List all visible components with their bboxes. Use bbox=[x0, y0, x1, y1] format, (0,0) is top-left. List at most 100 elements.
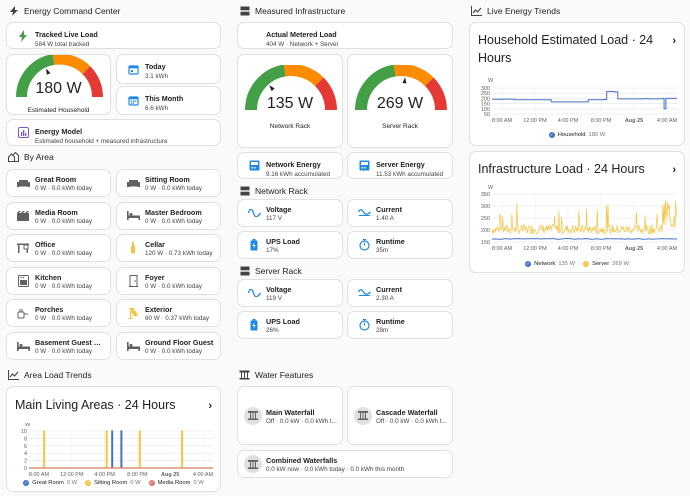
area-section-header: By Area bbox=[8, 151, 54, 162]
legend-item[interactable]: ✓ Great Room 0 W bbox=[23, 480, 77, 486]
y-tick-label: 250 bbox=[481, 216, 490, 222]
chevron-right-icon[interactable]: › bbox=[672, 35, 676, 47]
movie-icon bbox=[16, 209, 30, 223]
timer-icon bbox=[357, 318, 371, 332]
main-waterfall-tile[interactable]: Main Waterfall Off · 0.0 kW · 0.0 kWh t.… bbox=[237, 386, 343, 445]
network-ups-tile[interactable]: UPS Load 17% bbox=[237, 231, 343, 259]
chevron-right-icon[interactable]: › bbox=[672, 164, 676, 176]
legend-item[interactable]: ✓ Network 135 W bbox=[525, 261, 575, 267]
y-tick-label: 250 bbox=[481, 91, 490, 97]
area-tile-porches[interactable]: Porches 0 W · 0.0 kWh today bbox=[6, 299, 111, 328]
area-tile-basement-guest-bed[interactable]: Basement Guest Bed... 0 W · 0.0 kWh toda… bbox=[6, 332, 111, 360]
gauge-segment bbox=[283, 65, 324, 87]
x-tick-label: 8:00 PM bbox=[127, 472, 148, 478]
legend-value: 269 W bbox=[612, 261, 629, 267]
cascade-waterfall-tile[interactable]: Cascade Waterfall Off · 0.0 kW · 0.0 kWh… bbox=[347, 386, 453, 445]
x-tick-label: Aug 25 bbox=[625, 246, 643, 252]
network-rack-gauge-card[interactable]: 135 W Network Rack bbox=[237, 54, 343, 148]
y-tick-label: 10 bbox=[21, 429, 27, 435]
sofa-icon bbox=[16, 176, 30, 190]
area-tile-cellar[interactable]: Cellar 120 W · 0.73 kWh today bbox=[116, 234, 221, 263]
legend-item[interactable]: ✓ Household 180 W bbox=[548, 132, 605, 138]
area-tile-office[interactable]: Office 0 W · 0.0 kWh today bbox=[6, 234, 111, 263]
server-current-tile[interactable]: Current 2.30 A bbox=[347, 279, 453, 307]
sine-wave-icon bbox=[247, 286, 261, 300]
x-tick-label: 4:00 AM bbox=[657, 118, 678, 124]
legend-name: Household bbox=[557, 132, 586, 138]
server-energy-tile[interactable]: Server Energy 11.53 kWh accumulated bbox=[347, 152, 453, 179]
area-tile-sitting-room[interactable]: Sitting Room 0 W · 0.0 kWh today bbox=[116, 169, 221, 197]
server-ups-tile[interactable]: UPS Load 26% bbox=[237, 311, 343, 339]
measured-section-header: Measured Infrastructure bbox=[239, 5, 345, 16]
server-runtime-tile[interactable]: Runtime 28m bbox=[347, 311, 453, 339]
y-tick-label: 6 bbox=[24, 444, 27, 450]
area-tile-media-room[interactable]: Media Room 0 W · 0.0 kWh today bbox=[6, 201, 111, 230]
area-tile-master-bedroom[interactable]: Master Bedroom 0 W · 0.0 kWh today bbox=[116, 201, 221, 230]
legend-item[interactable]: ✓ Server 269 W bbox=[583, 261, 629, 267]
x-tick-label: Aug 25 bbox=[161, 472, 179, 478]
area-tile-great-room[interactable]: Great Room 0 W · 0.0 kWh today bbox=[6, 169, 111, 197]
this-month-tile[interactable]: This Month 6.6 kWh bbox=[116, 86, 221, 115]
legend-value: 135 W bbox=[558, 261, 576, 267]
area-tile-kitchen[interactable]: Kitchen 0 W · 0.0 kWh today bbox=[6, 266, 111, 295]
series-line-network bbox=[491, 237, 677, 240]
server-rack-header: Server Rack bbox=[239, 265, 302, 276]
gauge-needle bbox=[402, 77, 407, 84]
area-trends-chart: 108 64 20 W 8:00 AM 12:00 PM 4:00 PM 8:00 PM Aug… bbox=[21, 423, 214, 478]
x-tick-label: 4:00 PM bbox=[558, 246, 579, 252]
today-tile[interactable]: Today 3.1 kWh bbox=[116, 54, 221, 84]
y-tick-label: 0 bbox=[24, 466, 27, 472]
network-voltage-tile[interactable]: Voltage 117 V bbox=[237, 199, 343, 227]
y-tick-label: 100 bbox=[481, 107, 490, 113]
server-icon bbox=[239, 5, 250, 16]
server-rack-gauge bbox=[355, 65, 447, 111]
legend-value: 0 W bbox=[66, 480, 78, 486]
area-trends-card[interactable]: Main Living Areas · 24 Hours › 10 8 6 4 2 0 W 8… bbox=[6, 386, 221, 492]
y-tick-label: 200 bbox=[481, 228, 490, 234]
network-current-tile[interactable]: Current 1.40 A bbox=[347, 199, 453, 227]
household-trend-card[interactable]: Household Estimated Load · 24 Hours › 30… bbox=[469, 22, 685, 146]
chart-line-icon bbox=[8, 369, 19, 380]
bed-icon bbox=[16, 339, 30, 353]
network-runtime-tile[interactable]: Runtime 35m bbox=[347, 231, 453, 259]
legend-value: 0 W bbox=[193, 480, 204, 486]
actual-metered-load-tile[interactable]: Actual Metered Load 404 W · Network + Se… bbox=[237, 22, 453, 49]
bed-icon bbox=[126, 209, 140, 223]
x-tick-label: 8:00 AM bbox=[492, 246, 513, 252]
chart-legend: ✓ Network 135 W ✓ Server 269 W bbox=[470, 261, 684, 267]
gauge-segment bbox=[424, 77, 447, 111]
combined-waterfalls-tile[interactable]: Combined Waterfalls 0.0 kW now · 0.0 kWh… bbox=[237, 450, 453, 478]
check-icon: ✓ bbox=[583, 261, 590, 267]
gauge-value: 269 W bbox=[376, 95, 424, 112]
tracked-live-load-tile[interactable]: Tracked Live Load 584 W total tracked bbox=[6, 22, 221, 49]
gauge-label: Server Rack bbox=[382, 123, 418, 130]
network-rack-gauge bbox=[245, 65, 337, 111]
legend-value: 0 W bbox=[130, 480, 141, 486]
wine-icon bbox=[126, 241, 140, 255]
legend-name: Media Room bbox=[157, 480, 191, 486]
area-tile-exterior[interactable]: Exterior 60 W · 0.37 kWh today bbox=[116, 299, 221, 328]
x-tick-label: Aug 25 bbox=[625, 118, 643, 124]
server-rack-gauge-card[interactable]: 269 W Server Rack bbox=[347, 54, 453, 148]
energy-model-tile[interactable]: Energy Model Estimated household + measu… bbox=[6, 119, 221, 146]
y-tick-label: 200 bbox=[481, 96, 490, 102]
server-voltage-tile[interactable]: Voltage 119 V bbox=[237, 279, 343, 307]
legend-item[interactable]: ✓ Sitting Room 0 W bbox=[85, 480, 141, 486]
chevron-right-icon[interactable]: › bbox=[208, 400, 212, 412]
energy-section-header: Energy Command Center bbox=[8, 5, 120, 16]
network-energy-tile[interactable]: Network Energy 9.16 kWh accumulated bbox=[237, 152, 343, 179]
y-tick-label: 300 bbox=[481, 86, 490, 92]
server-icon bbox=[239, 185, 250, 196]
chart-title: Infrastructure Load · 24 Hours bbox=[478, 162, 645, 176]
legend-item[interactable]: ✓ Media Room 0 W bbox=[148, 480, 204, 486]
household-gauge-card[interactable]: 180 W Estimated Household bbox=[6, 54, 111, 115]
y-tick-label: 300 bbox=[481, 204, 490, 210]
infrastructure-trend-card[interactable]: Infrastructure Load · 24 Hours › 350 300 2… bbox=[469, 151, 685, 273]
series-line-server bbox=[491, 199, 678, 235]
gauge-label: Estimated Household bbox=[27, 107, 90, 114]
gauge-needle bbox=[46, 68, 51, 75]
server-icon bbox=[239, 265, 250, 276]
series-line-household bbox=[492, 90, 677, 110]
area-tile-ground-floor-guest[interactable]: Ground Floor Guest 0 W · 0.0 kWh today bbox=[116, 332, 221, 360]
area-tile-foyer[interactable]: Foyer 0 W · 0.0 kWh today bbox=[116, 266, 221, 295]
